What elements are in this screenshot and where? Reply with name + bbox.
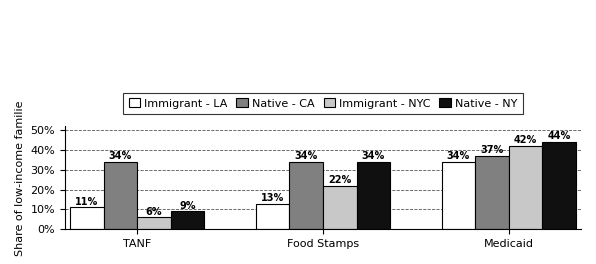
Bar <box>171 211 204 229</box>
Text: 44%: 44% <box>548 131 571 141</box>
Text: 11%: 11% <box>75 197 98 207</box>
Bar <box>137 217 171 229</box>
Bar <box>475 156 509 229</box>
Bar <box>542 142 576 229</box>
Bar <box>356 162 390 229</box>
Text: 34%: 34% <box>294 151 318 161</box>
Bar <box>104 162 137 229</box>
Text: 42%: 42% <box>514 135 537 145</box>
Text: 6%: 6% <box>146 207 162 216</box>
Bar <box>509 146 542 229</box>
Bar <box>70 208 104 229</box>
Legend: Immigrant - LA, Native - CA, Immigrant - NYC, Native - NY: Immigrant - LA, Native - CA, Immigrant -… <box>123 93 523 114</box>
Bar <box>442 162 475 229</box>
Text: 37%: 37% <box>480 145 504 155</box>
Text: 9%: 9% <box>179 201 196 211</box>
Text: 34%: 34% <box>447 151 470 161</box>
Bar <box>323 186 356 229</box>
Bar <box>256 204 290 229</box>
Text: 34%: 34% <box>362 151 385 161</box>
Text: 22%: 22% <box>328 175 352 185</box>
Bar <box>290 162 323 229</box>
Text: 13%: 13% <box>261 193 284 203</box>
Y-axis label: Share of low-income familie: Share of low-income familie <box>15 100 25 256</box>
Text: 34%: 34% <box>109 151 132 161</box>
